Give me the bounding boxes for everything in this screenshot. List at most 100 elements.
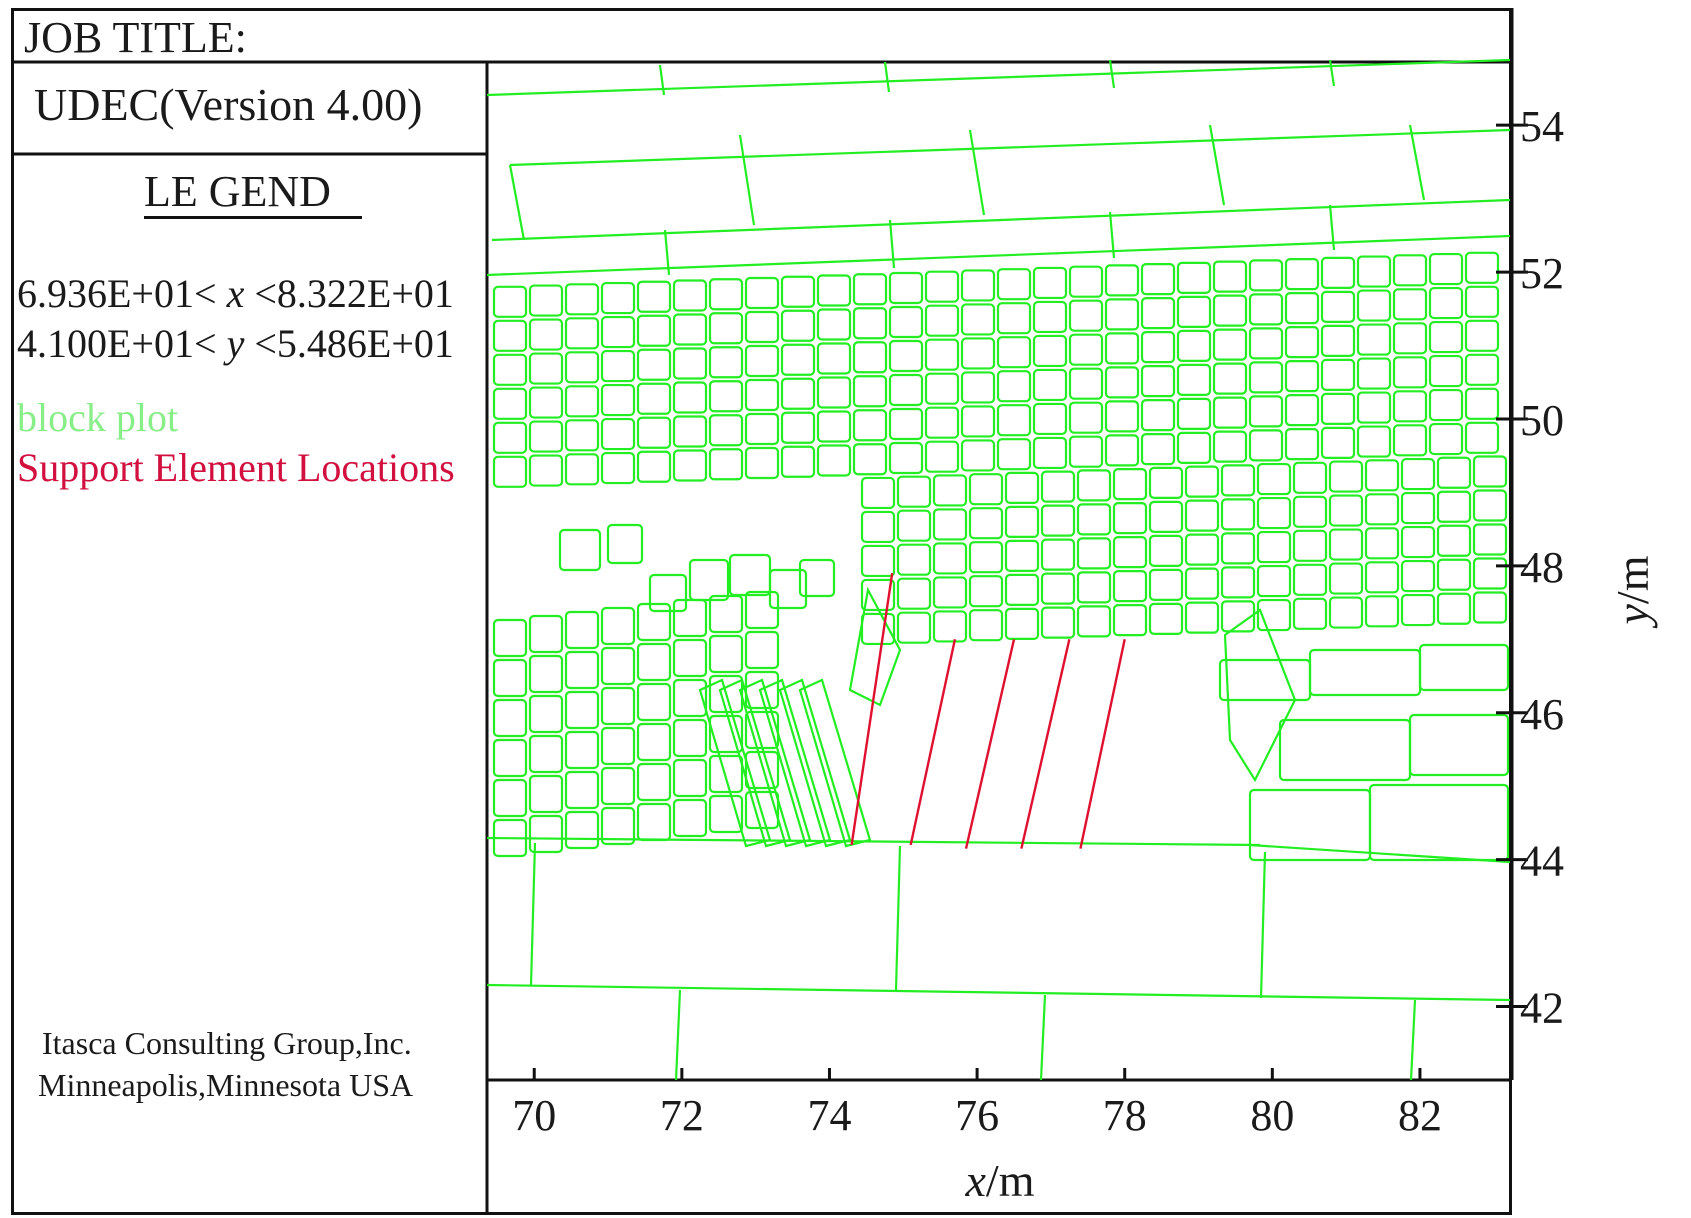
fractured-block <box>1148 466 1184 499</box>
floor-layer-line <box>486 983 1511 1002</box>
fractured-block <box>1140 263 1176 296</box>
fractured-block <box>888 305 924 339</box>
fractured-block <box>636 280 672 313</box>
fractured-block <box>1184 533 1220 566</box>
fractured-block <box>1428 354 1464 388</box>
fractured-block <box>672 798 708 838</box>
fractured-block <box>564 283 600 316</box>
fractured-block <box>600 766 636 806</box>
fractured-block <box>1248 429 1284 462</box>
y-tick-label: 48 <box>1520 543 1564 592</box>
credit-location: Minneapolis,Minnesota USA <box>38 1067 414 1103</box>
fractured-block <box>1112 502 1148 535</box>
fractured-block <box>1436 558 1472 591</box>
fractured-block <box>932 542 968 575</box>
fractured-block <box>1220 498 1256 531</box>
fractured-block <box>860 510 896 544</box>
x-axis-unit: /m <box>986 1155 1035 1206</box>
fractured-block <box>996 302 1032 335</box>
fractured-block <box>1256 462 1292 496</box>
y-tick-label: 42 <box>1520 984 1564 1033</box>
fractured-block <box>1356 289 1392 322</box>
fractured-block <box>1472 557 1508 590</box>
fractured-block <box>492 455 528 488</box>
fractured-block <box>1248 327 1284 360</box>
fractured-block <box>968 473 1004 506</box>
roof-layer-line <box>486 58 1511 97</box>
fractured-block <box>1356 323 1392 356</box>
fractured-block <box>888 271 924 305</box>
fractured-block <box>636 348 672 381</box>
fractured-block <box>1176 431 1212 464</box>
x-range-max: 8.322E+01 <box>276 271 454 316</box>
fractured-block <box>744 310 780 344</box>
fractured-block <box>528 654 564 694</box>
fractured-block <box>1292 461 1328 494</box>
fractured-block <box>780 377 816 410</box>
fractured-block <box>492 285 528 318</box>
fractured-block <box>528 420 564 453</box>
fractured-block <box>1212 362 1248 395</box>
fractured-block <box>1212 294 1248 327</box>
fractured-block <box>1112 468 1148 501</box>
fractured-block <box>600 315 636 349</box>
caved-block <box>606 523 644 565</box>
fractured-block <box>924 406 960 439</box>
fractured-block <box>960 371 996 404</box>
fractured-block <box>1400 491 1436 525</box>
fractured-block <box>1328 528 1364 561</box>
fractured-block <box>1184 499 1220 532</box>
fractured-block <box>636 314 672 347</box>
side-block <box>1308 648 1422 697</box>
fractured-block <box>1284 394 1320 427</box>
fractured-block <box>1320 256 1356 289</box>
fractured-block <box>1212 260 1248 293</box>
fractured-block <box>1320 392 1356 425</box>
fractured-block <box>1464 251 1500 284</box>
fractured-block <box>1076 605 1112 638</box>
fractured-block <box>852 307 888 340</box>
fractured-block <box>1428 388 1464 422</box>
caved-block <box>798 558 836 598</box>
fractured-block <box>528 284 564 317</box>
fractured-block <box>1032 368 1068 402</box>
fractured-block <box>1176 329 1212 362</box>
fractured-block <box>1040 504 1076 537</box>
fractured-block <box>528 318 564 351</box>
fractured-block <box>932 610 968 643</box>
roof-layer-line <box>509 128 1511 167</box>
fractured-block <box>708 594 744 634</box>
fractured-block <box>636 382 672 415</box>
fractured-block <box>780 275 816 308</box>
fractured-block <box>1320 426 1356 459</box>
fractured-block <box>492 387 528 420</box>
roof-joint <box>508 164 526 241</box>
fractured-block <box>744 412 780 446</box>
fractured-block <box>564 317 600 350</box>
fractured-block <box>960 439 996 472</box>
fractured-block <box>816 444 852 477</box>
fractured-block <box>1284 258 1320 291</box>
fractured-block <box>708 448 744 481</box>
fractured-block <box>1068 435 1104 468</box>
x-range-min: 6.936E+01 <box>17 271 194 316</box>
axis-ticks: 70 72 74 76 78 80 82 54 52 50 48 46 44 42 <box>512 102 1564 1140</box>
fractured-block <box>1464 387 1500 420</box>
roof-joint <box>888 219 896 269</box>
fractured-block <box>744 790 780 830</box>
fractured-block <box>492 698 528 738</box>
fractured-block <box>1032 436 1068 470</box>
caved-block <box>558 528 602 572</box>
fractured-block <box>1436 490 1472 523</box>
x-tick-label: 72 <box>660 1091 704 1140</box>
fractured-block <box>636 642 672 682</box>
caved-wedge-block <box>848 586 902 707</box>
fractured-block <box>1212 396 1248 429</box>
fractured-block <box>492 658 528 698</box>
fractured-block <box>1040 606 1076 639</box>
fractured-block <box>1436 456 1472 489</box>
fractured-block <box>564 650 600 690</box>
fractured-block <box>600 606 636 646</box>
y-tick-label: 54 <box>1520 102 1564 151</box>
fractured-block <box>816 376 852 409</box>
